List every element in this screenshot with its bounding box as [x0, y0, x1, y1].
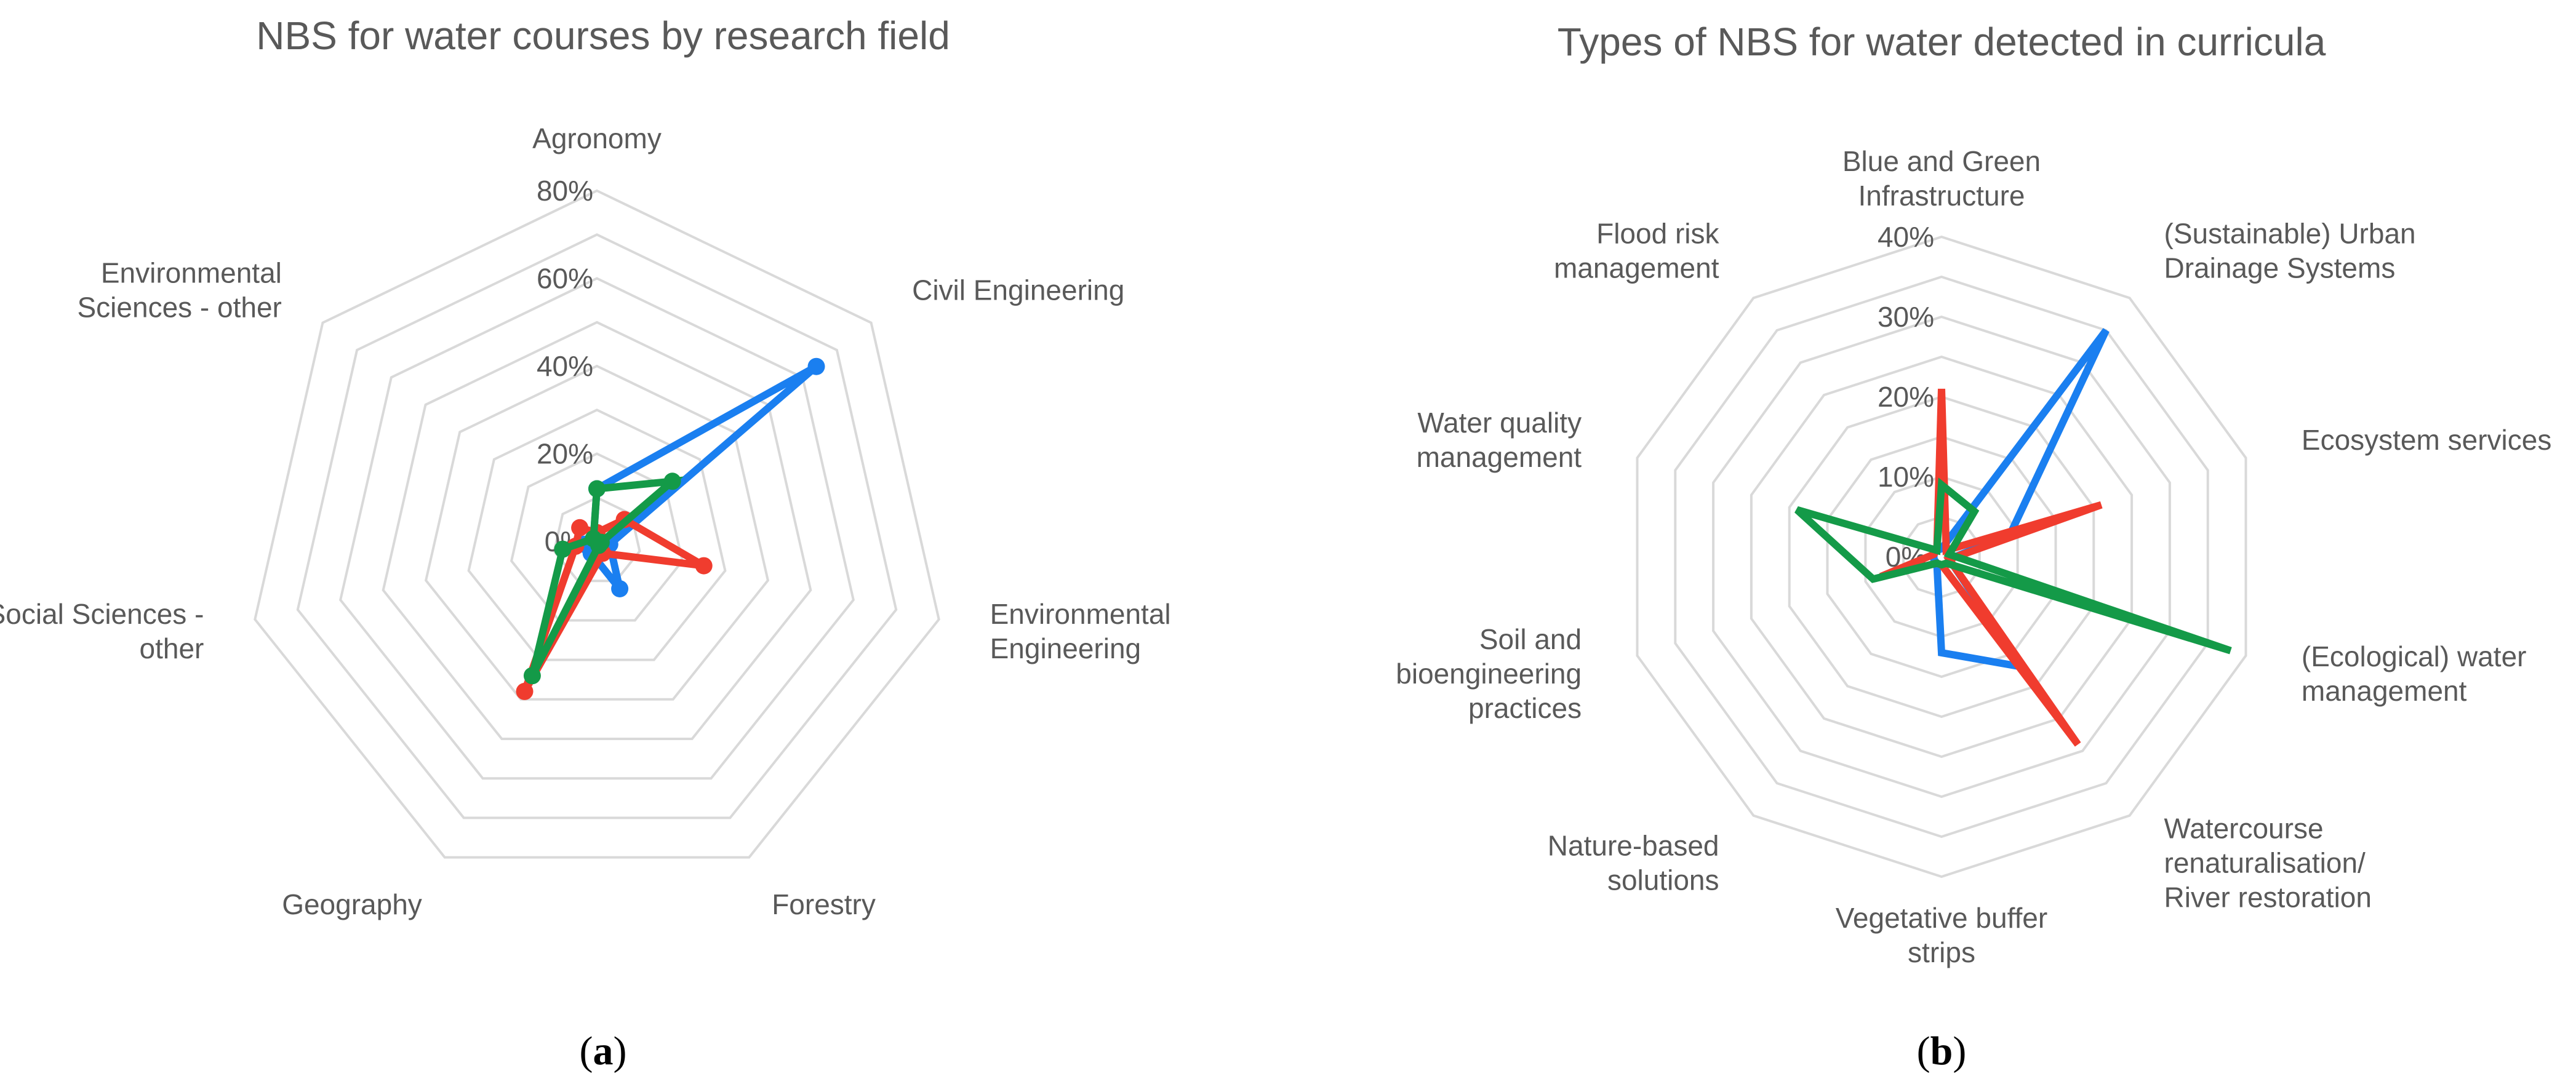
grid-ring: [296, 233, 898, 819]
category-label-blue-and-green-infrastructure: Blue and Green Infrastructure: [1842, 145, 2041, 212]
series-green-point: [554, 540, 572, 558]
tick-label: 20%: [537, 438, 593, 470]
grid-ring: [382, 321, 812, 740]
grid-ring: [1712, 315, 2171, 799]
grid-ring: [1826, 435, 2057, 679]
series-red-point: [516, 682, 534, 700]
category-label-social-sciences-other: Social Sciences -other: [0, 598, 204, 664]
tick-label: 80%: [537, 175, 593, 207]
category-label-nature-based-solutions: Nature-based solutions: [1548, 830, 1719, 896]
series-red-point: [695, 557, 713, 575]
category-label-ecological-water-management: (Ecological) water management: [2302, 640, 2527, 707]
series-green-line: [1794, 477, 2232, 655]
tick-label: 20%: [1878, 381, 1934, 413]
grid-ring: [339, 277, 855, 780]
radar-chart-a: NBS for water courses by research field …: [0, 14, 1171, 1074]
radar-chart-b: Types of NBS for water detected in curri…: [1396, 20, 2551, 1074]
category-label-environmental-sciences-other: Environmental Sciences - other: [78, 257, 282, 324]
category-label-ecosystem-services: Ecosystem services: [2302, 424, 2551, 456]
category-label-civil-engineering: Civil Engineering: [912, 274, 1124, 306]
category-label-water-quality-management: Water quality management: [1417, 407, 1582, 473]
series-green-point: [663, 472, 681, 490]
chart-a-category-labels: Agronomy Civil Engineering Environmental En…: [0, 122, 1171, 920]
chart-b-grid: [1636, 235, 2247, 879]
tick-label: 40%: [1878, 221, 1934, 253]
chart-a-grid: [254, 189, 940, 859]
grid-ring: [1636, 235, 2247, 879]
category-label-agronomy: Agronomy: [532, 122, 662, 154]
tick-label: 10%: [1878, 461, 1934, 493]
series-green-point: [523, 667, 541, 685]
series-red-point: [571, 519, 589, 536]
grid-ring: [254, 189, 940, 859]
series-green-point: [585, 530, 602, 548]
category-label-forestry: Forestry: [772, 888, 876, 920]
category-label-vegetative-buffer-strips: Vegetative buffer strips: [1836, 902, 2047, 968]
series-blue-point: [807, 357, 825, 375]
category-label-sustainable-urban-drainage-systems: (Sustainable) Urban Drainage Systems: [2164, 218, 2416, 284]
chart-a-tick-labels: 0%20%40%60%80%: [537, 175, 593, 557]
chart-b-panel-label: (b): [1917, 1029, 1967, 1074]
chart-b-series: [1794, 328, 2232, 747]
chart-b-category-labels: Blue and Green Infrastructure (Sustainable…: [1396, 145, 2551, 968]
category-label-watercourse-renaturalisation-river-restoration: Watercourse renaturalisation/River restor…: [2164, 813, 2372, 914]
grid-ring: [1674, 275, 2209, 839]
chart-a-panel-label: (a): [580, 1029, 627, 1074]
tick-label: 30%: [1878, 301, 1934, 333]
chart-a-title: NBS for water courses by research field: [256, 14, 950, 58]
grid-ring: [467, 409, 727, 661]
category-label-flood-risk-management: Flood risk management: [1554, 218, 1719, 284]
tick-label: 40%: [537, 350, 593, 382]
grid-ring: [1750, 355, 2134, 759]
category-label-geography: Geography: [282, 888, 422, 920]
tick-label: 60%: [537, 263, 593, 295]
category-label-soil-and-bioengineering-practices: Soil and bioengineering practices: [1396, 623, 1582, 724]
series-green-point: [588, 480, 606, 498]
chart-a-series: [516, 357, 825, 700]
chart-b-title: Types of NBS for water detected in curri…: [1558, 20, 2326, 64]
category-label-environmental-engineering: Environmental Engineering: [990, 598, 1171, 664]
grid-ring: [424, 364, 770, 701]
chart-b-tick-labels: 0%10%20%30%40%: [1878, 221, 1934, 573]
grid-ring: [510, 452, 684, 622]
series-blue-point: [611, 580, 629, 597]
grid-ring: [1788, 395, 2095, 719]
